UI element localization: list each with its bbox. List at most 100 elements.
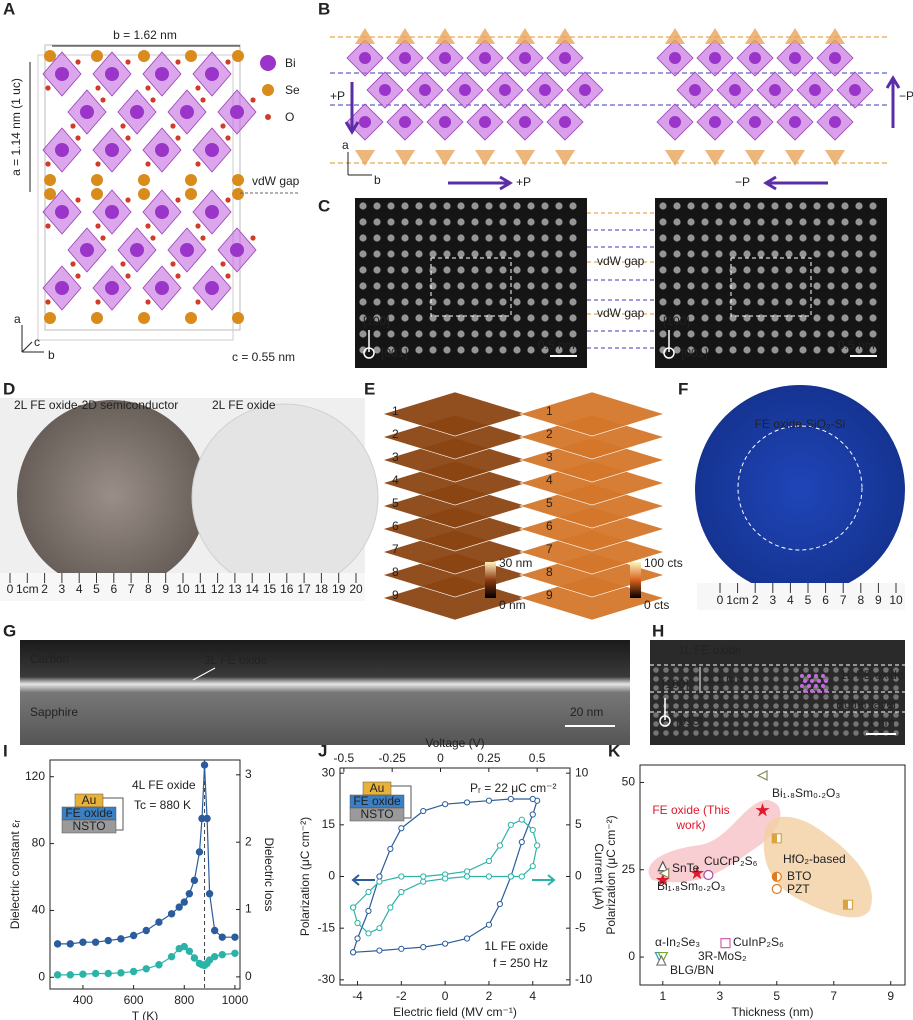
atom-column bbox=[387, 202, 395, 210]
atom-column bbox=[771, 202, 779, 210]
se-atom bbox=[91, 50, 103, 62]
atom-column bbox=[855, 298, 863, 306]
atom-column bbox=[673, 685, 679, 691]
atom-column bbox=[415, 330, 423, 338]
se-atom bbox=[91, 188, 103, 200]
direction-label: [013] bbox=[676, 714, 703, 728]
atom-column bbox=[387, 282, 395, 290]
atom-column bbox=[743, 218, 751, 226]
atom-column bbox=[893, 667, 899, 673]
atom-column bbox=[555, 234, 563, 242]
atom-column bbox=[803, 712, 809, 718]
se-atom bbox=[91, 312, 103, 324]
o-atom bbox=[45, 223, 51, 229]
atom-column bbox=[841, 346, 849, 354]
atom-column bbox=[683, 712, 689, 718]
atom-column bbox=[443, 330, 451, 338]
o-atom bbox=[170, 261, 176, 267]
ruler-label: 11 bbox=[194, 582, 207, 596]
atom-column bbox=[687, 266, 695, 274]
unit-cell-box bbox=[37, 54, 234, 341]
atom-column bbox=[485, 314, 493, 322]
atom-column bbox=[555, 250, 563, 258]
bi-atom bbox=[479, 116, 491, 128]
bi-atom bbox=[809, 84, 821, 96]
sample-label: FE oxide-SiO₂-Si bbox=[755, 417, 846, 431]
o-atom bbox=[200, 235, 206, 241]
data-point bbox=[398, 888, 405, 896]
ruler-label: 13 bbox=[228, 582, 242, 596]
series-label: α-In₂Se₃ bbox=[655, 935, 700, 949]
ruler-label: 7 bbox=[128, 582, 135, 596]
atom-column bbox=[387, 298, 395, 306]
atom-column bbox=[873, 712, 879, 718]
ruler-label: 16 bbox=[280, 582, 294, 596]
atom-column bbox=[653, 667, 659, 673]
layer-label: 1 bbox=[546, 404, 553, 418]
data-point bbox=[376, 947, 383, 954]
atom-column bbox=[701, 266, 709, 274]
atom-column bbox=[833, 694, 839, 700]
se-atom bbox=[185, 188, 197, 200]
atom-column bbox=[683, 694, 689, 700]
atom-column bbox=[799, 298, 807, 306]
se-polyhedron bbox=[395, 150, 415, 166]
o-atom bbox=[195, 85, 201, 91]
data-point bbox=[190, 954, 199, 962]
atom-column bbox=[653, 730, 659, 736]
atom-column bbox=[457, 282, 465, 290]
bi-atom bbox=[559, 52, 571, 64]
data-point bbox=[155, 961, 163, 969]
se-atom bbox=[232, 312, 244, 324]
atom-column bbox=[793, 694, 799, 700]
stem-image bbox=[20, 640, 630, 745]
ruler-label: 5 bbox=[805, 593, 812, 607]
atom-column bbox=[457, 218, 465, 226]
atom-column bbox=[773, 703, 779, 709]
atom-column bbox=[659, 202, 667, 210]
data-point bbox=[398, 873, 405, 880]
data-point bbox=[690, 865, 704, 880]
ruler-label: 4 bbox=[787, 593, 794, 607]
x-tick-label: 1 bbox=[659, 989, 666, 1003]
data-point bbox=[365, 930, 372, 937]
atom-column bbox=[693, 721, 699, 727]
atom-column bbox=[387, 218, 395, 226]
data-point bbox=[129, 931, 138, 940]
atom-column bbox=[783, 703, 789, 709]
legend-marker bbox=[262, 84, 274, 96]
atom-column bbox=[743, 703, 749, 709]
atom-column bbox=[373, 298, 381, 306]
data-point bbox=[842, 899, 854, 910]
atom-column bbox=[513, 202, 521, 210]
atom-column bbox=[773, 730, 779, 736]
highlight-box bbox=[730, 257, 812, 317]
o-atom bbox=[125, 197, 131, 203]
atom-column bbox=[855, 346, 863, 354]
atom-column bbox=[773, 721, 779, 727]
atom-column bbox=[443, 202, 451, 210]
atom-column bbox=[471, 298, 479, 306]
atom-column bbox=[743, 685, 749, 691]
overlay-atom bbox=[807, 674, 811, 678]
atom-column bbox=[373, 234, 381, 242]
atom-column bbox=[813, 250, 821, 258]
x-tick-label: -2 bbox=[396, 989, 407, 1003]
overlay-atom bbox=[814, 674, 818, 678]
data-point bbox=[507, 795, 514, 803]
atom-column bbox=[471, 218, 479, 226]
afm-layer bbox=[381, 414, 529, 460]
atom-column bbox=[457, 202, 465, 210]
atom-column bbox=[813, 703, 819, 709]
atom-column bbox=[715, 250, 723, 258]
atom-column bbox=[783, 685, 789, 691]
atom-column bbox=[673, 330, 681, 338]
atom-column bbox=[813, 346, 821, 354]
data-point bbox=[79, 970, 87, 978]
ruler-label: 0 bbox=[717, 593, 724, 607]
atom-column bbox=[863, 712, 869, 718]
polarization-arrow bbox=[763, 175, 828, 191]
atom-column bbox=[485, 202, 493, 210]
data-point bbox=[210, 926, 219, 935]
dimension-label: c = 0.55 nm bbox=[232, 350, 295, 364]
